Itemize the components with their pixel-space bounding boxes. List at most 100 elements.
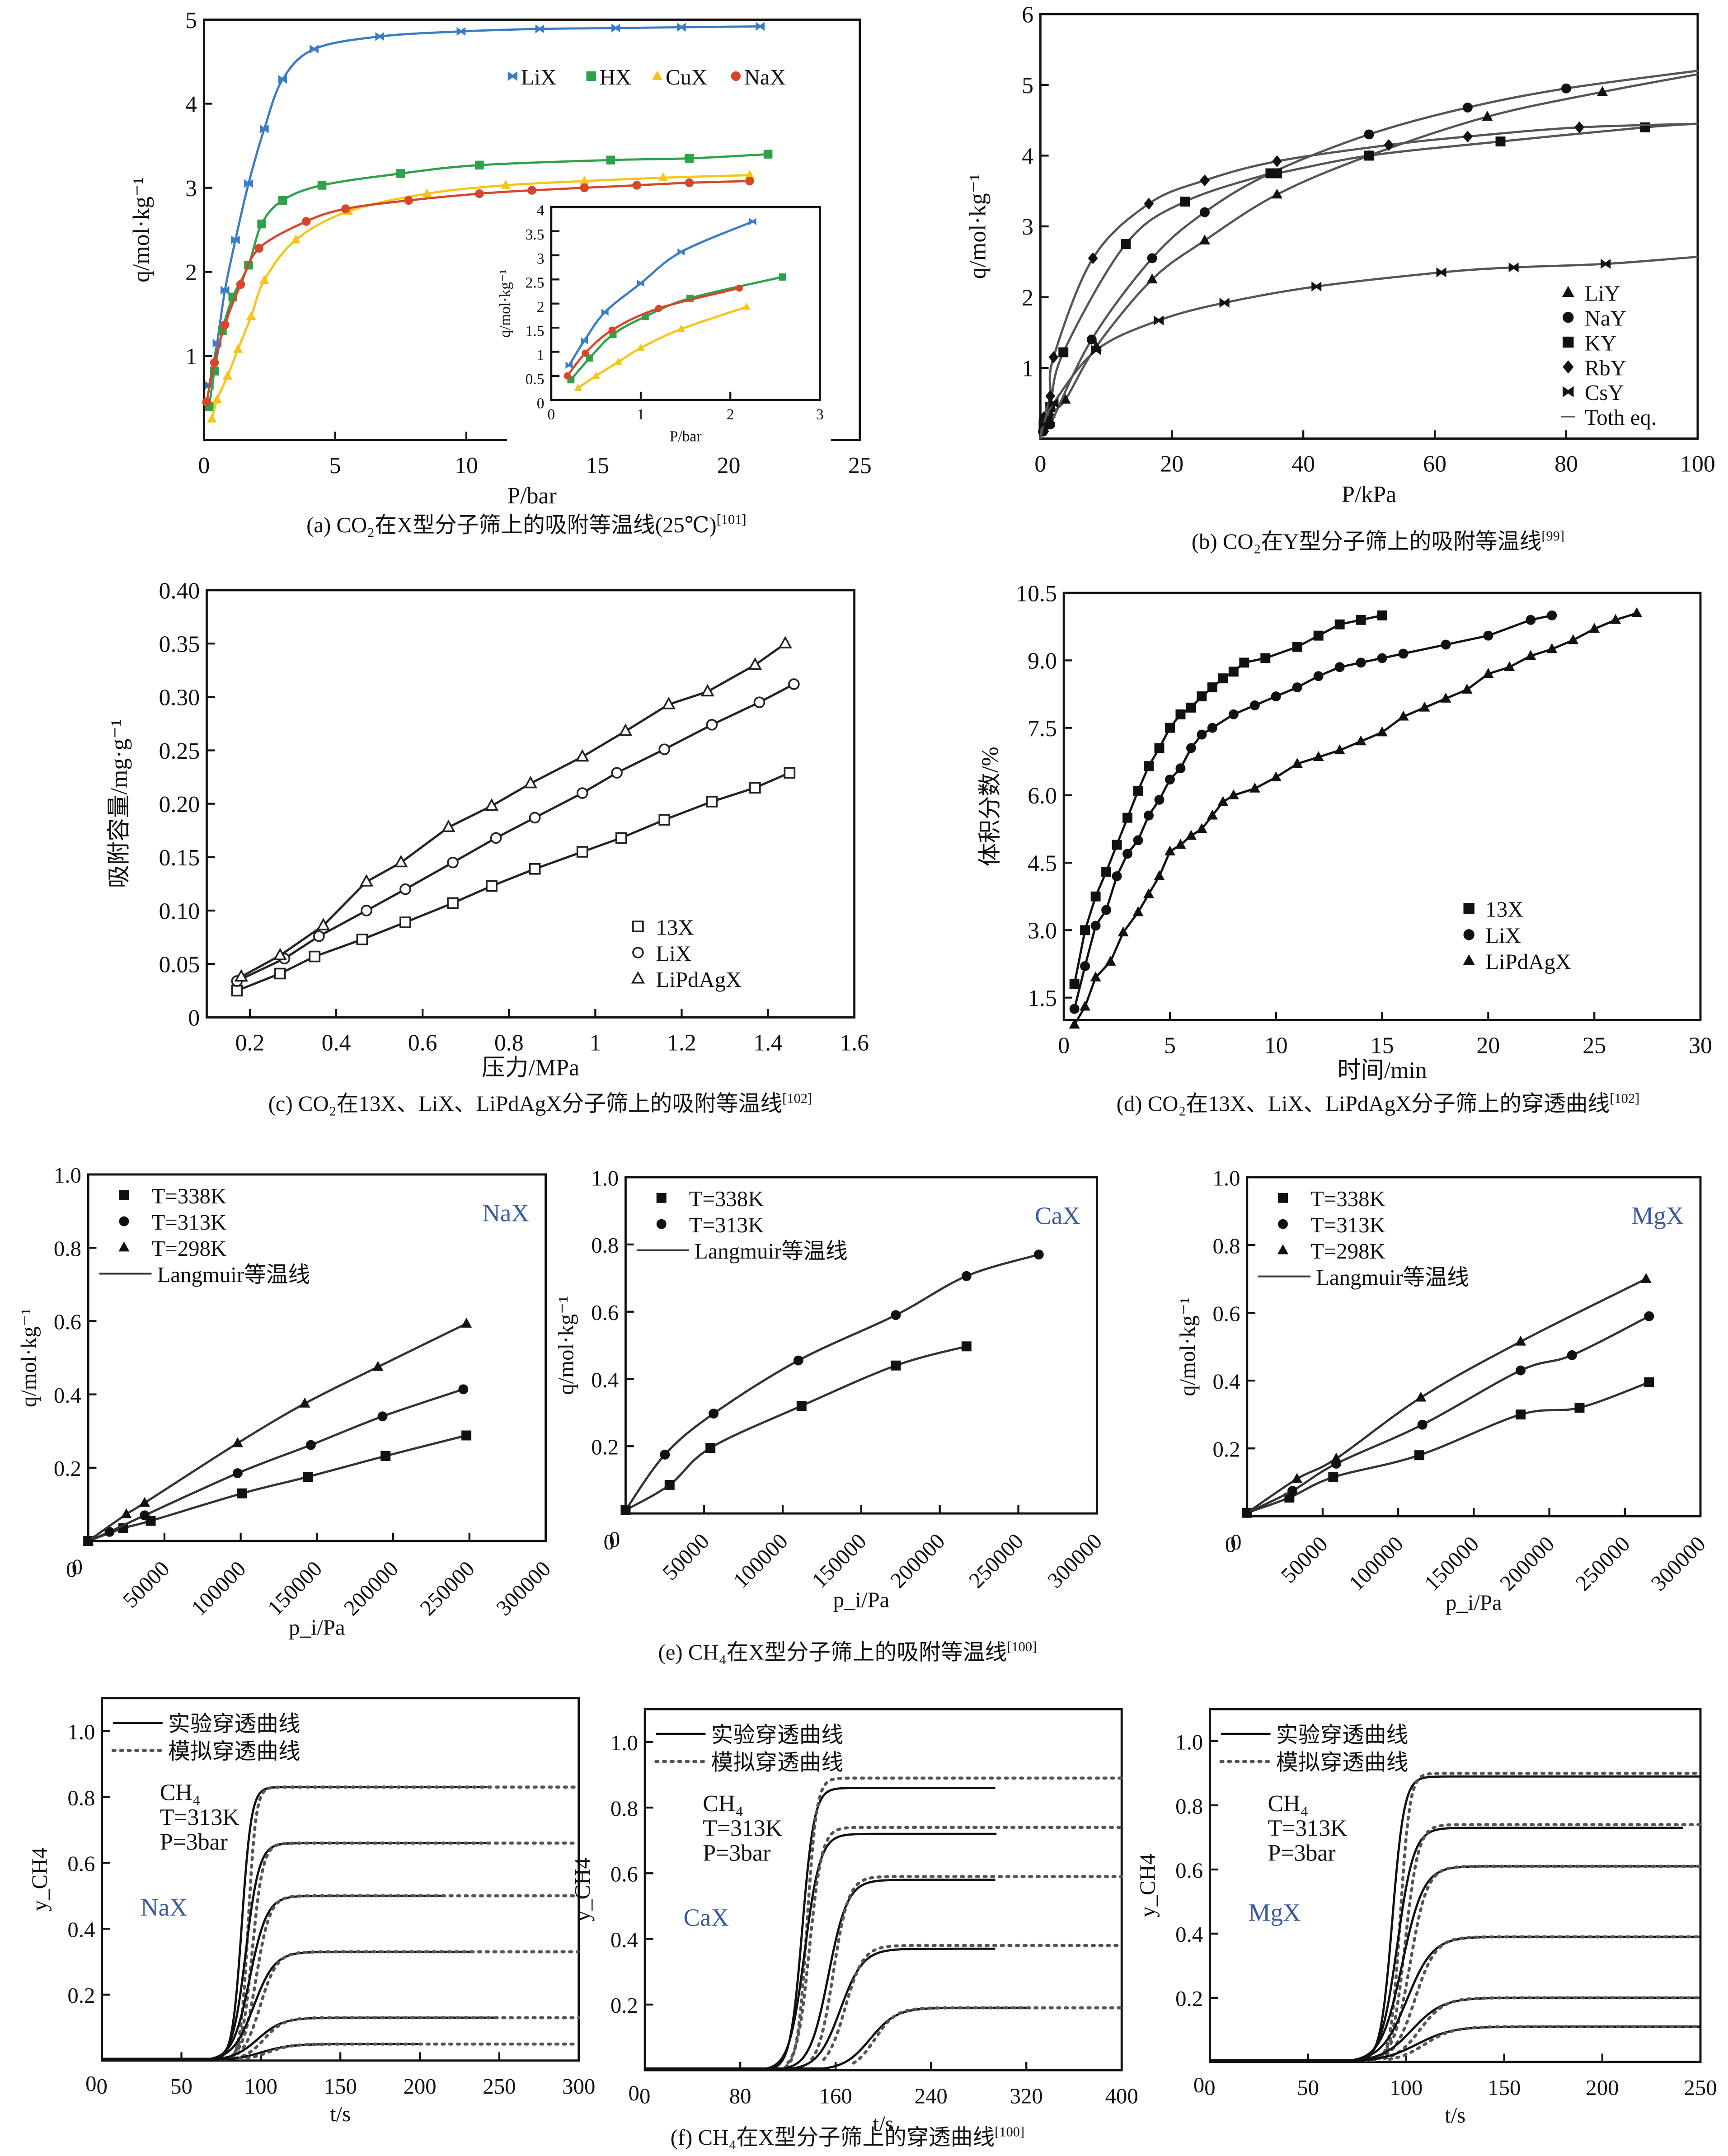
point-T=313K bbox=[793, 1355, 803, 1366]
x-tick-label: 200000 bbox=[1495, 1531, 1559, 1596]
legend-marker bbox=[656, 1219, 667, 1229]
legend-marker-HX bbox=[586, 71, 596, 81]
y-tick-label: 0.2 bbox=[591, 1435, 619, 1460]
y-tick-label: 5 bbox=[1022, 73, 1033, 99]
legend-label-HX: HX bbox=[600, 65, 631, 89]
y-tick-label: 0 bbox=[188, 1005, 200, 1031]
point-LiX bbox=[1271, 691, 1281, 701]
y-tick-label: 1.0 bbox=[1175, 1730, 1203, 1754]
inset-point-LiX bbox=[749, 218, 756, 225]
sim-breakthrough-curve bbox=[784, 1776, 1123, 2069]
point-13X bbox=[615, 832, 627, 844]
x-tick-label: 250 bbox=[483, 2074, 516, 2099]
legend-label-NaX: NaX bbox=[744, 65, 786, 89]
point-CsY bbox=[1436, 267, 1446, 277]
point-RbY bbox=[1045, 390, 1056, 402]
point-LiPdAgX bbox=[1118, 926, 1129, 937]
legend-marker bbox=[1278, 1219, 1288, 1229]
inset-point-NaX bbox=[582, 349, 589, 357]
point-LiX bbox=[375, 32, 385, 41]
y-tick-label: 0.2 bbox=[1213, 1437, 1240, 1461]
x-axis-label: t/s bbox=[1445, 2103, 1465, 2128]
y-tick-label: 0.4 bbox=[591, 1368, 619, 1392]
exp-breakthrough-curve bbox=[102, 1950, 474, 2060]
point-LiX bbox=[278, 75, 287, 84]
point-13X bbox=[1334, 619, 1345, 629]
fit-T=298K bbox=[87, 1322, 467, 1542]
x-tick-label: 0 bbox=[604, 1530, 615, 1554]
legend-label-sim: 模拟穿透曲线 bbox=[168, 1739, 301, 1764]
legend-marker-13X bbox=[632, 921, 644, 932]
point-LiX bbox=[231, 235, 240, 244]
y-tick-label: 0.35 bbox=[159, 631, 200, 657]
point-T=313K bbox=[1516, 1365, 1526, 1376]
inset-curve-NaX bbox=[566, 287, 740, 377]
y-tick-label: 0.30 bbox=[159, 685, 200, 711]
condition-label: P=3bar bbox=[1268, 1841, 1335, 1866]
legend-label-13X: 13X bbox=[656, 915, 694, 939]
point-LiPdAgX bbox=[1589, 623, 1600, 633]
caption-d: (d) CO₂在13X、LiX、LiPdAgX分子筛上的穿透曲线[102] bbox=[1117, 1090, 1640, 1116]
caption-c: (c) CO₂在13X、LiX、LiPdAgX分子筛上的吸附等温线[102] bbox=[268, 1090, 812, 1116]
exp-breakthrough-curve bbox=[102, 2016, 496, 2060]
point-T=338K bbox=[1574, 1403, 1585, 1413]
point-LiX bbox=[1313, 671, 1324, 681]
x-tick-label: 20 bbox=[1476, 1033, 1500, 1059]
x-tick-label: 0 bbox=[547, 406, 555, 423]
legend-label-CsY: CsY bbox=[1585, 380, 1624, 405]
point-LiPdAgX bbox=[1154, 870, 1165, 880]
point-RbY bbox=[1462, 130, 1473, 143]
point-LiPdAgX bbox=[523, 775, 538, 789]
point-LiPdAgX bbox=[1525, 650, 1536, 660]
legend-label-exp: 实验穿透曲线 bbox=[711, 1723, 844, 1747]
legend-marker-LiPdAgX bbox=[1463, 954, 1475, 966]
point-LiPdAgX bbox=[662, 696, 676, 709]
point-LiX bbox=[706, 719, 718, 731]
y-tick-label: 1.5 bbox=[1028, 986, 1057, 1011]
line-LiX bbox=[236, 683, 795, 982]
point-LiX bbox=[529, 812, 541, 824]
legend-label-sim: 模拟穿透曲线 bbox=[711, 1750, 844, 1775]
point-LiX bbox=[221, 286, 230, 295]
exp-breakthrough-curve bbox=[1210, 2025, 1701, 2062]
y-tick-label: 0.6 bbox=[1175, 1858, 1203, 1883]
y-tick-label: 4 bbox=[185, 92, 197, 117]
point-RbY bbox=[1272, 155, 1282, 168]
point-LiX bbox=[611, 23, 620, 33]
point-NaX bbox=[341, 204, 350, 213]
legend-label-LiX: LiX bbox=[656, 941, 692, 966]
x-tick-label: 250000 bbox=[1571, 1531, 1635, 1596]
x-tick-label: 1.4 bbox=[753, 1030, 783, 1056]
point-LiX bbox=[260, 124, 269, 134]
x-tick-label: 0 bbox=[629, 2081, 639, 2105]
x-tick-label: 50 bbox=[170, 2074, 193, 2099]
point-LiPdAgX bbox=[316, 918, 330, 930]
point-HX bbox=[257, 219, 266, 229]
point-KY bbox=[1364, 150, 1374, 161]
x-tick-label: 0 bbox=[1230, 1530, 1241, 1554]
line-LiPdAgX bbox=[240, 643, 786, 978]
y-tick-label: 0.05 bbox=[159, 952, 200, 977]
sim-breakthrough-curve bbox=[822, 1944, 1123, 2061]
x-tick-label: 15 bbox=[1371, 1033, 1394, 1059]
x-tick-label: 100000 bbox=[728, 1529, 793, 1593]
point-T=313K bbox=[104, 1527, 115, 1537]
point-T=338K bbox=[1414, 1450, 1424, 1461]
legend-marker-RbY bbox=[1563, 360, 1574, 374]
point-LiY bbox=[1271, 188, 1283, 199]
sample-tag: CaX bbox=[1035, 1202, 1080, 1230]
point-LiY bbox=[1482, 111, 1493, 121]
point-NaY bbox=[1147, 253, 1157, 263]
x-tick-label: 300000 bbox=[1646, 1531, 1710, 1596]
inset-point-CuX bbox=[574, 383, 582, 391]
x-tick-label: 0 bbox=[1034, 451, 1046, 477]
point-HX bbox=[763, 150, 773, 159]
x-axis-label: P/bar bbox=[670, 428, 702, 445]
x-tick-label: 30 bbox=[1689, 1033, 1712, 1059]
sim-breakthrough-curve bbox=[226, 1894, 581, 2060]
y-tick-label: 2 bbox=[185, 260, 197, 286]
point-NaY bbox=[1086, 334, 1097, 345]
point-13X bbox=[1069, 979, 1080, 989]
y-axis-label: 吸附容量/mg·g⁻¹ bbox=[107, 719, 132, 888]
point-LiX bbox=[244, 179, 253, 188]
